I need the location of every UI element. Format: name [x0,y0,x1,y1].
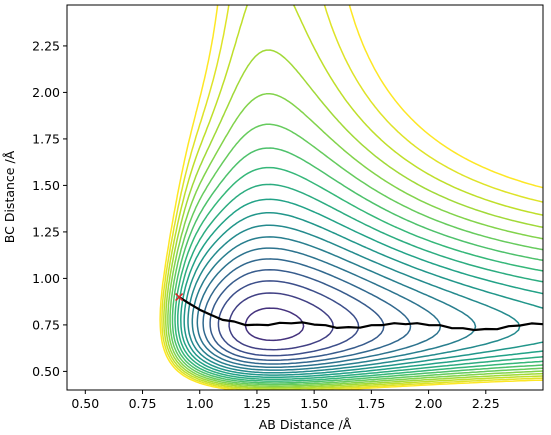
y-tick-label-7: 2.25 [32,38,60,53]
y-tick-label-6: 2.00 [32,85,60,100]
contour-level-5 [217,280,360,357]
y-tick-label-1: 0.75 [32,317,60,332]
x-tick-label-7: 2.25 [472,396,500,411]
x-axis-ticks: 0.50 0.75 1.00 1.25 1.50 1.75 2.00 2.25 [71,390,500,411]
contour-level-3 [244,307,305,342]
x-tick-label-1: 0.75 [129,396,157,411]
x-axis-label: AB Distance /Å [259,417,352,432]
contour-level-18 [165,49,543,389]
x-tick-label-0: 0.50 [71,396,99,411]
y-tick-label-3: 1.25 [32,224,60,239]
contour-level-4 [228,292,334,351]
x-tick-label-4: 1.50 [300,396,328,411]
contour-level-14 [174,166,543,382]
y-axis-label: BC Distance /Å [2,150,17,243]
x-tick-label-5: 1.75 [357,396,385,411]
x-tick-label-3: 1.25 [243,396,271,411]
contour-level-9 [191,236,477,371]
contour-level-19 [163,5,543,390]
x-tick-label-6: 2.00 [415,396,443,411]
contour-level-6 [209,269,385,361]
y-tick-label-2: 1.00 [32,271,60,286]
y-tick-label-5: 1.75 [32,131,60,146]
contour-level-8 [196,247,442,369]
y-axis-ticks: 0.50 0.75 1.00 1.25 1.50 1.75 2.00 2.25 [32,38,67,379]
contour-level-16 [169,123,543,386]
contour-level-12 [180,198,543,379]
contour-level-21 [159,5,543,390]
contour-level-15 [171,147,543,384]
contour-level-10 [187,224,521,374]
contour-lines [159,5,543,390]
contour-level-7 [202,258,412,365]
y-tick-label-4: 1.50 [32,178,60,193]
x-tick-label-2: 1.00 [186,396,214,411]
trajectory-line [178,296,543,332]
contour-level-20 [161,5,543,390]
plot-area [67,5,543,390]
contour-level-17 [167,93,543,387]
trajectory-layer [175,292,543,332]
contour-level-11 [183,212,543,376]
start-point-marker [175,292,184,302]
plot-frame [66,4,544,391]
y-tick-label-0: 0.50 [32,364,60,379]
